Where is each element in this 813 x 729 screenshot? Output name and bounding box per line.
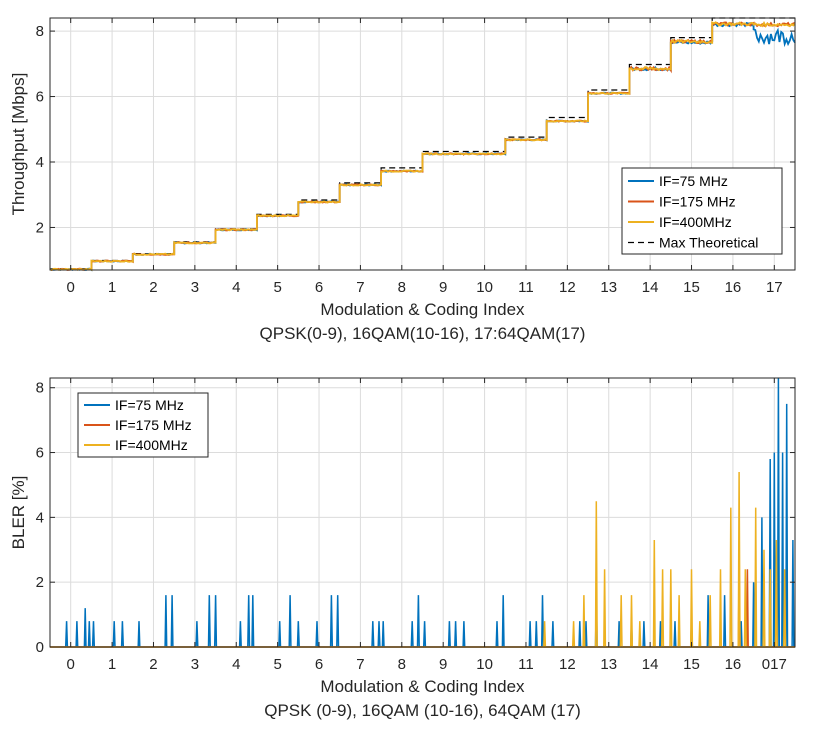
legend-label-if-400mhz: IF=400MHz: [115, 437, 188, 453]
y-tick-label: 6: [36, 89, 44, 106]
x-tick-label: 017: [762, 656, 787, 673]
x-tick-label: 11: [518, 656, 534, 673]
series-line-if-400mhz: [50, 471, 795, 648]
bler-x-ticks: 0 1 2 3 4 5 6 7 8 9 10 11 12 13 14 15 16 017: [67, 378, 787, 673]
y-tick-label: 4: [36, 154, 44, 171]
y-tick-label: 8: [36, 23, 44, 40]
series-line-if-175-mhz: [50, 569, 795, 648]
x-tick-label: 3: [191, 279, 199, 296]
bler-axes-frame: [49, 377, 796, 648]
throughput-legend: IF=75 MHz IF=175 MHz IF=400MHz Max Theoreti…: [621, 167, 783, 255]
x-tick-label: 15: [683, 656, 700, 673]
bler-modulation-label: QPSK (0-9), 16QAM (10-16), 64QAM (17): [264, 701, 581, 720]
x-tick-label: 7: [356, 656, 364, 673]
x-tick-label: 1: [108, 656, 116, 673]
legend-box: [621, 167, 783, 255]
x-tick-label: 2: [149, 656, 157, 673]
x-tick-label: 9: [439, 656, 447, 673]
y-tick-label: 4: [36, 509, 44, 526]
throughput-series: [49, 17, 796, 272]
bler-y-axis-label: BLER [%]: [9, 476, 28, 550]
legend-label-if-75-mhz: IF=75 MHz: [659, 173, 728, 189]
x-tick-label: 14: [642, 656, 659, 673]
x-tick-label: 5: [273, 279, 281, 296]
x-tick-label: 4: [232, 279, 240, 296]
throughput-x-ticks: 0 1 2 3 4 5 6 7 8 9 10 11 12 13 14 15 16 17: [67, 18, 783, 296]
y-tick-label: 0: [36, 639, 44, 656]
x-tick-label: 15: [683, 279, 700, 296]
legend-label-if-175-mhz: IF=175 MHz: [659, 194, 736, 210]
throughput-grid: [50, 18, 795, 270]
y-tick-label: 2: [36, 574, 44, 591]
x-tick-label: 16: [725, 279, 742, 296]
x-tick-label: 7: [356, 279, 364, 296]
y-tick-label: 6: [36, 445, 44, 462]
bler-y-ticks: 0 2 4 6 8: [36, 380, 795, 656]
y-tick-label: 8: [36, 380, 44, 397]
throughput-x-axis-label: Modulation & Coding Index: [320, 300, 525, 319]
x-tick-label: 11: [518, 279, 534, 296]
x-tick-label: 0: [67, 656, 75, 673]
legend-label-if-175-mhz: IF=175 MHz: [115, 417, 192, 433]
bler-x-axis-label: Modulation & Coding Index: [320, 677, 525, 696]
legend-label-if-75-mhz: IF=75 MHz: [115, 397, 184, 413]
x-tick-label: 4: [232, 656, 240, 673]
x-tick-label: 10: [476, 656, 493, 673]
x-tick-label: 12: [559, 656, 576, 673]
legend-label-if-400mhz: IF=400MHz: [659, 214, 732, 230]
throughput-y-ticks: 2 4 6 8: [36, 23, 795, 236]
x-tick-label: 13: [600, 279, 617, 296]
x-tick-label: 5: [273, 656, 281, 673]
throughput-modulation-label: QPSK(0-9), 16QAM(10-16), 17:64QAM(17): [260, 324, 586, 343]
x-tick-label: 10: [476, 279, 493, 296]
x-tick-label: 16: [725, 656, 742, 673]
x-tick-label: 13: [600, 656, 617, 673]
x-tick-label: 8: [398, 656, 406, 673]
x-tick-label: 0: [67, 279, 75, 296]
throughput-y-axis-label: Throughput [Mbps]: [9, 73, 28, 216]
bler-legend: IF=75 MHz IF=175 MHz IF=400MHz: [77, 392, 209, 458]
x-tick-label: 1: [108, 279, 116, 296]
x-tick-label: 6: [315, 656, 323, 673]
x-tick-label: 17: [766, 279, 783, 296]
series-line-if-75-mhz: [50, 377, 795, 648]
series-line-if-400mhz: [49, 21, 796, 272]
legend-label-max-theoretical: Max Theoretical: [659, 235, 758, 251]
x-tick-label: 6: [315, 279, 323, 296]
throughput-axes-frame: [49, 17, 796, 271]
x-tick-label: 2: [149, 279, 157, 296]
x-tick-label: 3: [191, 656, 199, 673]
x-tick-label: 8: [398, 279, 406, 296]
x-tick-label: 14: [642, 279, 659, 296]
x-tick-label: 9: [439, 279, 447, 296]
x-tick-label: 12: [559, 279, 576, 296]
y-tick-label: 2: [36, 219, 44, 236]
